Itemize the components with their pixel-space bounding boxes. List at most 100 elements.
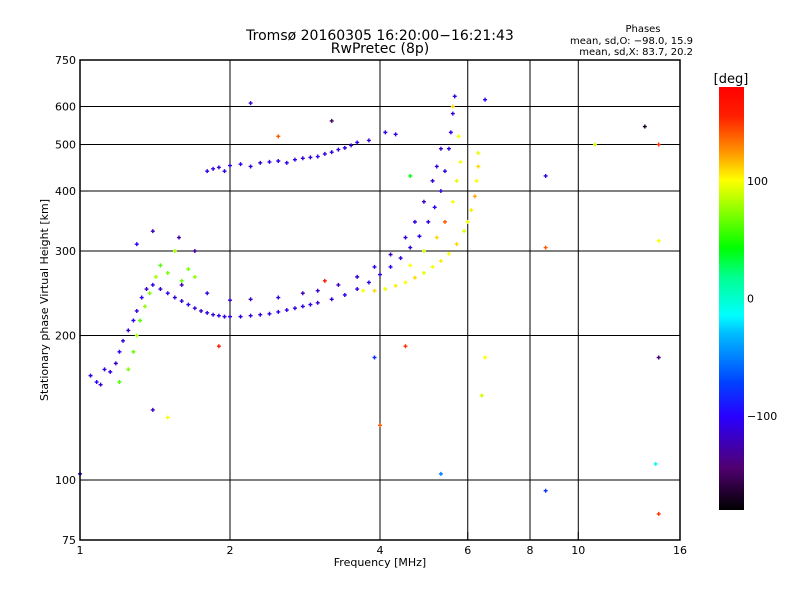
data-point [102,367,107,372]
chart-subtitle: RwPretec (8p) [331,41,429,57]
data-point [543,173,548,178]
data-point [454,178,459,183]
data-point [349,143,354,148]
data-point [446,146,451,151]
y-tick-label: 400 [55,185,76,198]
data-point [228,163,232,168]
data-point [479,393,484,398]
data-point [372,264,377,269]
data-point [276,159,281,164]
data-point [355,140,360,145]
y-tick-label: 300 [55,245,76,258]
colorbar-label: [deg] [714,72,749,87]
data-point [438,189,443,194]
data-point [108,369,113,374]
data-point [355,274,360,279]
y-tick-label: 750 [55,54,76,67]
data-point [366,138,371,143]
data-point [142,304,147,309]
data-point [450,111,455,116]
data-point [172,249,177,254]
data-point [192,274,197,279]
data-point [388,264,393,269]
data-point [315,300,320,305]
data-point [656,511,661,516]
data-point [476,164,481,169]
data-point [228,298,232,303]
data-point [393,283,398,288]
data-point [476,151,481,156]
x-tick-label: 10 [571,544,585,557]
data-point [372,288,377,293]
data-point [543,488,548,493]
data-point [186,302,191,307]
data-point [432,205,437,210]
data-point [442,219,447,224]
data-point [150,407,155,412]
data-point [165,270,170,275]
data-point [147,291,152,296]
data-point [165,415,170,420]
data-point [248,164,253,169]
stats-o-line: mean, sd,O: −98.0, 15.9 [570,36,693,47]
data-point [222,314,227,319]
y-axis-label: Stationary phase Virtual Height [km] [38,199,51,401]
data-point [258,312,263,317]
data-point [134,242,139,247]
data-point [150,229,155,234]
data-point [211,166,216,171]
data-point [308,302,313,307]
data-point [139,295,144,300]
data-point [372,355,377,360]
x-tick-label: 6 [464,544,471,557]
data-point [284,160,289,165]
data-point [98,382,103,387]
data-point [426,219,431,224]
data-point [179,278,184,283]
data-point [383,287,388,292]
data-point [216,165,221,170]
data-point [276,134,281,139]
data-point [126,328,131,333]
data-point [456,134,461,139]
data-point [267,159,272,164]
data-point [276,295,281,300]
data-point [172,295,177,300]
data-point [421,249,426,254]
data-point [121,338,126,343]
data-point [211,312,216,317]
data-point [403,344,408,349]
data-point [446,251,451,256]
data-point [378,423,382,428]
data-point [150,282,155,287]
data-point [342,292,347,297]
data-point [179,282,184,287]
data-point [292,157,297,162]
data-point [412,219,417,224]
data-point [412,275,417,280]
data-point [656,355,661,360]
data-point [238,314,243,319]
data-point [421,270,426,275]
data-point [342,145,347,150]
data-point [421,199,426,204]
data-point [434,164,439,169]
data-point [216,344,221,349]
data-point [134,333,139,338]
x-tick-label: 4 [377,544,384,557]
data-point [393,132,398,137]
data-point [469,208,474,213]
y-tick-label: 100 [55,474,76,487]
data-point [329,118,334,123]
stats-x-line: mean, sd,X: 83.7, 20.2 [579,47,693,58]
y-tick-label: 200 [55,330,76,343]
data-point [176,235,181,240]
data-point [192,306,197,311]
data-point [315,154,320,159]
data-point [398,256,403,261]
colorbar-tick-label: −100 [747,410,777,423]
data-point [656,142,661,147]
data-point [131,318,136,323]
data-point [417,234,422,239]
data-point [656,238,661,243]
